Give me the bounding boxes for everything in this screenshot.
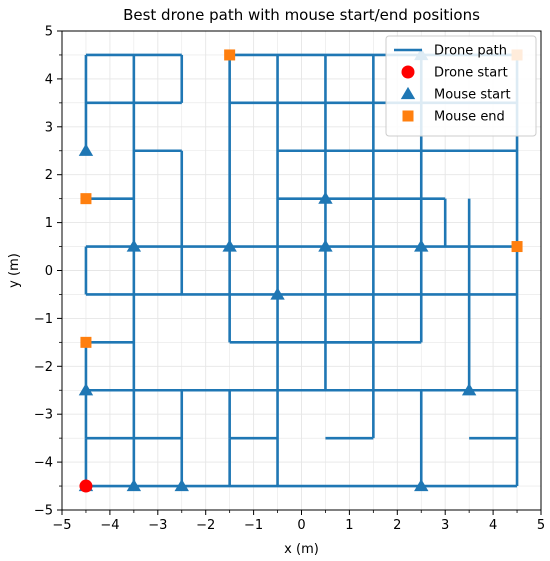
x-tick-label: 1 [345,518,353,533]
y-tick-label: 1 [45,216,53,231]
drone-start-marker [79,479,93,493]
mouse-start-marker [174,478,189,492]
y-axis-label: y (m) [7,253,22,288]
legend-mouse-end-swatch [402,110,414,122]
x-axis-label: x (m) [284,542,319,557]
x-tick-label: 0 [297,518,305,533]
legend-label: Drone path [434,44,507,59]
y-tick-label: 2 [45,168,53,183]
y-tick-label: 0 [45,264,53,279]
y-tick-label: −4 [34,456,53,471]
mouse-start-marker [318,191,333,204]
legend-mouse-start-swatch [400,86,416,100]
legend-label: Mouse end [434,110,505,125]
legend-label: Drone start [434,66,508,81]
x-tick-label: −1 [244,518,263,533]
legend: Drone path Drone start Mouse start Mouse en… [385,35,537,137]
x-tick-label: 4 [489,518,497,533]
y-tick-label: 3 [45,120,53,135]
drone-path-layer [84,53,519,488]
mouse-end-marker [511,241,523,253]
legend-box [385,35,537,137]
mouse-start-marker [270,287,285,300]
legend-label: Mouse start [434,88,511,103]
mouse-start-marker [126,478,142,492]
mouse-start-marker [126,239,142,252]
y-tick-label: 5 [45,25,53,40]
y-tick-label: −3 [34,408,53,423]
x-tick-label: 3 [441,518,449,533]
ticks: −5 −4 −3 −2 −1 0 1 2 3 4 5 −5 −4 −3 −2 −1 0 1 2 3 4 5 [34,25,545,534]
mouse-start-marker [414,239,429,252]
y-tick-label: −5 [34,504,53,519]
legend-drone-start-swatch [401,65,415,79]
y-tick-label: −1 [34,312,53,327]
x-tick-label: −5 [52,518,71,533]
mouse-end-marker [224,49,236,61]
chart-title: Best drone path with mouse start/end pos… [123,6,480,24]
x-tick-label: 5 [537,518,545,533]
mouse-start-marker [414,478,429,492]
y-tick-label: 4 [45,72,53,87]
mouse-start-marker [318,239,333,252]
mouse-start-marker [222,239,237,252]
x-tick-label: −3 [148,518,167,533]
x-tick-label: 2 [393,518,401,533]
mouse-start-marker [461,383,477,396]
mouse-end-marker [80,336,92,348]
mouse-start-marker [78,383,94,396]
x-tick-label: −4 [100,518,119,533]
mouse-start-marker [78,143,94,156]
x-tick-label: −2 [196,518,215,533]
y-tick-label: −2 [34,360,53,375]
mouse-end-marker [80,193,92,205]
